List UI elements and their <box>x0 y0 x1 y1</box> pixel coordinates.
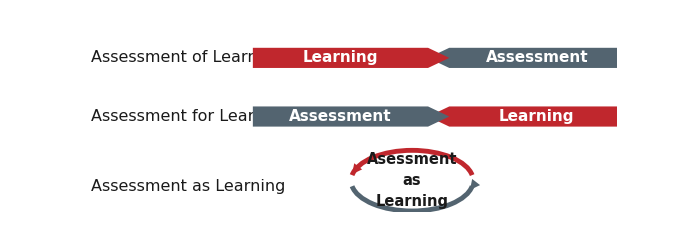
Text: Assessment of Learning: Assessment of Learning <box>91 50 282 65</box>
Text: Assessment for Learning: Assessment for Learning <box>91 109 289 124</box>
Polygon shape <box>428 106 625 127</box>
Polygon shape <box>428 48 625 68</box>
Text: Assessment as Learning: Assessment as Learning <box>91 179 286 194</box>
Polygon shape <box>253 48 449 68</box>
Text: Learning: Learning <box>303 50 378 65</box>
Text: Assessment: Assessment <box>486 50 588 65</box>
Text: Asessment
as
Learning: Asessment as Learning <box>367 152 458 209</box>
Polygon shape <box>253 106 449 127</box>
Text: Assessment: Assessment <box>289 109 392 124</box>
Text: Learning: Learning <box>499 109 575 124</box>
